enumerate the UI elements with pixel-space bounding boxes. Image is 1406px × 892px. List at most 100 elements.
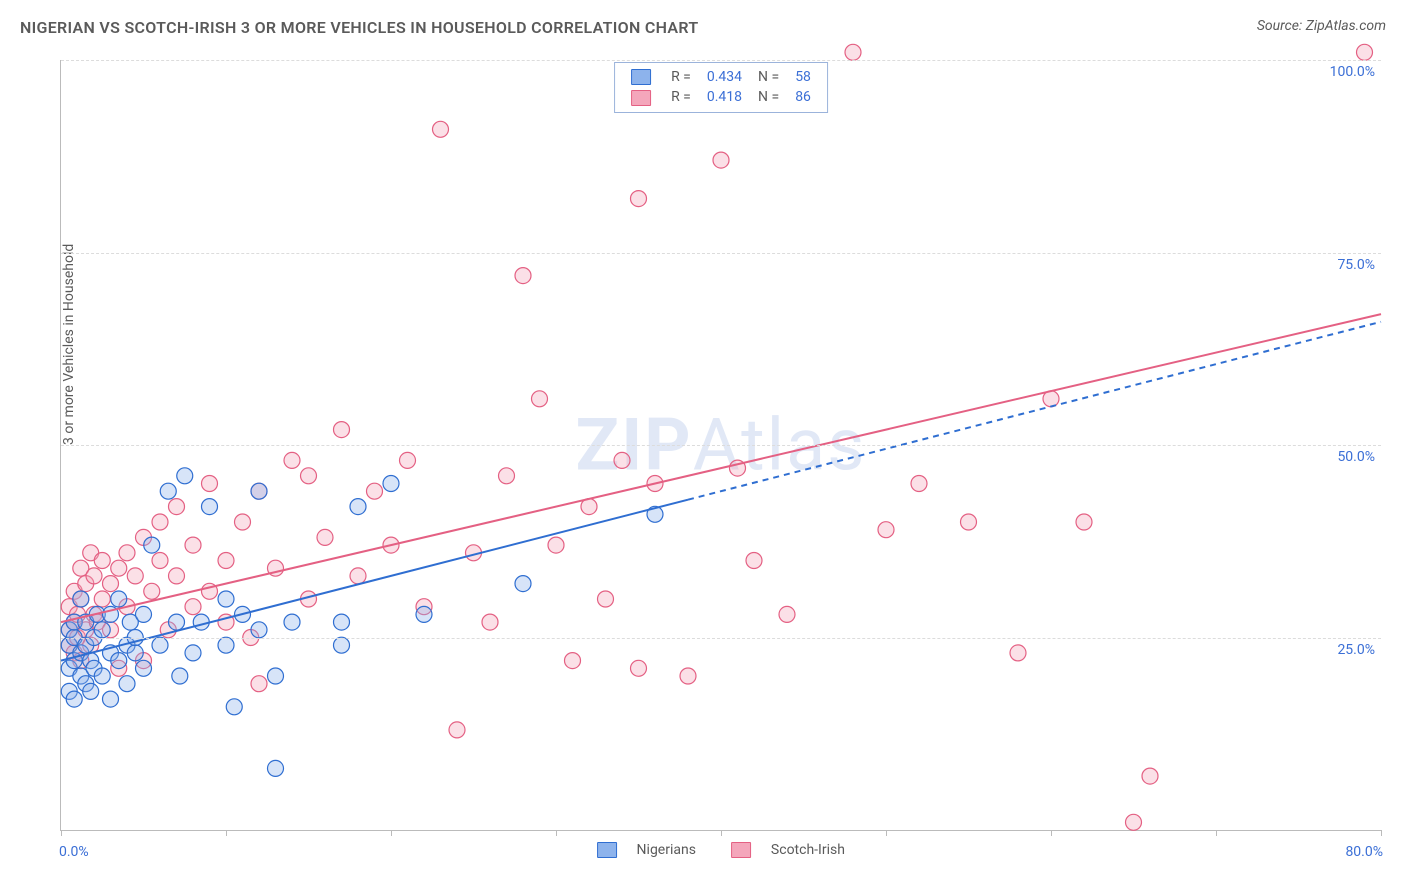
point-scotch-irish: [482, 614, 498, 630]
point-scotch-irish: [532, 391, 548, 407]
gridline-h: [61, 253, 1381, 254]
x-tick: [226, 830, 227, 836]
point-scotch-irish: [631, 660, 647, 676]
x-tick: [391, 830, 392, 836]
y-tick-label: 100.0%: [1330, 64, 1375, 80]
point-scotch-irish: [202, 476, 218, 492]
point-nigerians: [177, 468, 193, 484]
x-min-label: 0.0%: [59, 844, 89, 860]
point-nigerians: [83, 683, 99, 699]
legend-label-nigerians: Nigerians: [637, 842, 696, 858]
point-nigerians: [172, 668, 188, 684]
point-scotch-irish: [1357, 44, 1373, 60]
point-scotch-irish: [680, 668, 696, 684]
x-tick: [556, 830, 557, 836]
point-nigerians: [383, 476, 399, 492]
legend-label-scotch-irish: Scotch-Irish: [771, 842, 845, 858]
point-nigerians: [218, 591, 234, 607]
point-scotch-irish: [218, 553, 234, 569]
point-scotch-irish: [127, 568, 143, 584]
point-nigerians: [350, 499, 366, 515]
point-scotch-irish: [119, 545, 135, 561]
point-nigerians: [119, 676, 135, 692]
point-nigerians: [284, 614, 300, 630]
point-scotch-irish: [251, 676, 267, 692]
point-scotch-irish: [1126, 814, 1142, 830]
point-nigerians: [268, 760, 284, 776]
point-scotch-irish: [185, 537, 201, 553]
point-nigerians: [218, 637, 234, 653]
point-scotch-irish: [499, 468, 515, 484]
point-nigerians: [152, 637, 168, 653]
point-nigerians: [334, 614, 350, 630]
point-nigerians: [202, 499, 218, 515]
point-scotch-irish: [400, 452, 416, 468]
point-nigerians: [66, 691, 82, 707]
point-scotch-irish: [1010, 645, 1026, 661]
point-nigerians: [185, 645, 201, 661]
x-tick: [1051, 830, 1052, 836]
point-scotch-irish: [169, 499, 185, 515]
legend-item-nigerians: Nigerians: [589, 842, 707, 858]
point-nigerians: [111, 653, 127, 669]
point-scotch-irish: [317, 529, 333, 545]
point-scotch-irish: [111, 560, 127, 576]
point-scotch-irish: [103, 576, 119, 592]
point-nigerians: [416, 606, 432, 622]
point-scotch-irish: [94, 553, 110, 569]
point-nigerians: [226, 699, 242, 715]
point-scotch-irish: [515, 268, 531, 284]
y-tick-label: 25.0%: [1337, 642, 1375, 658]
x-max-label: 80.0%: [1345, 844, 1383, 860]
point-scotch-irish: [779, 606, 795, 622]
point-nigerians: [127, 645, 143, 661]
point-scotch-irish: [449, 722, 465, 738]
point-nigerians: [268, 668, 284, 684]
y-tick-label: 75.0%: [1337, 257, 1375, 273]
point-scotch-irish: [845, 44, 861, 60]
point-scotch-irish: [235, 514, 251, 530]
gridline-h: [61, 60, 1381, 61]
point-scotch-irish: [152, 553, 168, 569]
point-nigerians: [111, 591, 127, 607]
point-scotch-irish: [94, 591, 110, 607]
x-tick: [1216, 830, 1217, 836]
swatch-nigerians-icon: [597, 842, 617, 858]
point-scotch-irish: [284, 452, 300, 468]
x-tick: [886, 830, 887, 836]
point-scotch-irish: [1076, 514, 1092, 530]
point-scotch-irish: [152, 514, 168, 530]
point-nigerians: [251, 622, 267, 638]
chart-title: NIGERIAN VS SCOTCH-IRISH 3 OR MORE VEHIC…: [20, 18, 698, 37]
point-nigerians: [94, 668, 110, 684]
point-scotch-irish: [86, 568, 102, 584]
point-nigerians: [73, 591, 89, 607]
point-scotch-irish: [911, 476, 927, 492]
point-nigerians: [136, 606, 152, 622]
point-nigerians: [144, 537, 160, 553]
point-nigerians: [193, 614, 209, 630]
point-nigerians: [251, 483, 267, 499]
point-scotch-irish: [565, 653, 581, 669]
trend-scotch-irish: [61, 314, 1381, 622]
point-scotch-irish: [598, 591, 614, 607]
plot-area: 3 or more Vehicles in Household ZIPAtlas…: [60, 60, 1381, 831]
point-scotch-irish: [631, 191, 647, 207]
point-scotch-irish: [144, 583, 160, 599]
point-scotch-irish: [713, 152, 729, 168]
point-nigerians: [136, 660, 152, 676]
point-nigerians: [334, 637, 350, 653]
y-tick-label: 50.0%: [1337, 449, 1375, 465]
point-scotch-irish: [746, 553, 762, 569]
point-scotch-irish: [1142, 768, 1158, 784]
point-scotch-irish: [548, 537, 564, 553]
point-nigerians: [94, 622, 110, 638]
point-scotch-irish: [301, 468, 317, 484]
point-scotch-irish: [961, 514, 977, 530]
point-scotch-irish: [169, 568, 185, 584]
x-tick: [1381, 830, 1382, 836]
point-scotch-irish: [185, 599, 201, 615]
point-scotch-irish: [433, 121, 449, 137]
point-scotch-irish: [334, 422, 350, 438]
x-tick: [721, 830, 722, 836]
